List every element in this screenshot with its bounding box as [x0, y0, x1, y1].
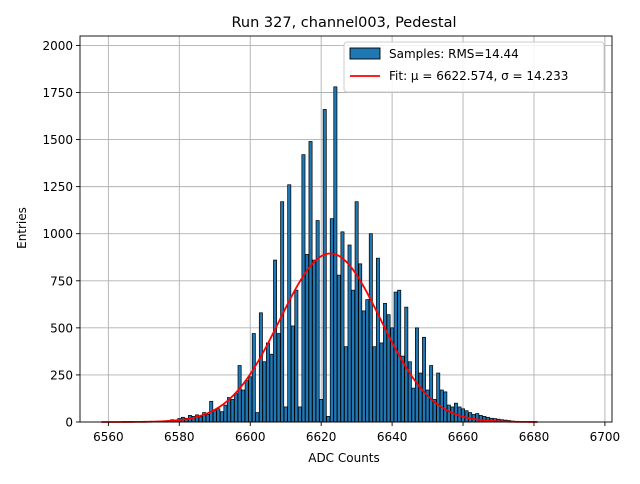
y-tick-label: 1250 [42, 180, 73, 194]
histogram-bar [422, 336, 426, 423]
histogram-bar [329, 218, 334, 423]
histogram-bar [297, 406, 302, 423]
histogram-bar [365, 299, 370, 423]
histogram-bar [294, 289, 299, 423]
histogram-bar [429, 365, 434, 423]
y-tick-label: 2000 [42, 39, 73, 53]
y-tick-label: 1750 [42, 86, 73, 100]
histogram-bar [223, 404, 228, 423]
histogram-bar [205, 414, 210, 423]
histogram-bar [475, 413, 480, 423]
histogram-bar [347, 244, 352, 423]
histogram-bar [351, 289, 356, 423]
histogram-bar [461, 408, 465, 423]
histogram-bar [216, 408, 221, 423]
histogram-bar [283, 406, 288, 423]
histogram-bar [368, 233, 373, 423]
x-axis-label: ADC Counts [308, 451, 380, 465]
histogram-bar [248, 376, 253, 423]
histogram-bar [219, 411, 224, 423]
histogram-bar [241, 389, 246, 423]
histogram-bar [312, 259, 317, 423]
histogram-bar [255, 412, 260, 423]
histogram-bar [446, 404, 451, 423]
histogram-bar [269, 353, 274, 423]
legend-label-samples: Samples: RMS=14.44 [389, 47, 519, 61]
histogram-bar [301, 154, 306, 423]
histogram-bar [290, 325, 295, 423]
x-tick-label: 6560 [93, 430, 124, 444]
legend: Samples: RMS=14.44 Fit: μ = 6622.574, σ … [343, 41, 605, 93]
histogram-bar [322, 109, 327, 423]
x-tick-label: 6600 [235, 430, 266, 444]
histogram-bar [212, 410, 217, 423]
x-tick-label: 6620 [306, 430, 337, 444]
histogram-bar [375, 257, 380, 423]
histogram-bar [198, 416, 203, 423]
fit-curve-group [101, 252, 538, 423]
y-tick-label: 1000 [42, 227, 73, 241]
histogram-bar [372, 346, 377, 423]
y-tick-label: 1500 [42, 133, 73, 147]
histogram-bar [379, 342, 384, 423]
histogram-bar [308, 141, 313, 423]
histogram-bar [266, 342, 270, 423]
chart-title: Run 327, channel003, Pedestal [231, 15, 456, 31]
histogram-bar [258, 312, 263, 423]
x-tick-label: 6680 [519, 430, 550, 444]
histogram-bar [436, 372, 441, 423]
histogram-bar [234, 393, 238, 423]
histogram-bar [443, 391, 448, 423]
histogram-bar [400, 355, 405, 423]
legend-box [343, 41, 605, 93]
histogram-bar [386, 314, 391, 423]
histogram-bar [344, 346, 348, 423]
histogram-bar [454, 402, 458, 423]
axes-frame [79, 35, 613, 423]
histogram-bar [358, 263, 363, 423]
histogram-bar [276, 333, 281, 423]
x-tick-label: 6580 [164, 430, 195, 444]
histogram-bar [450, 406, 455, 423]
legend-label-fit: Fit: μ = 6622.574, σ = 14.233 [389, 69, 568, 83]
y-tick-label: 750 [50, 274, 73, 288]
histogram-bar [262, 361, 267, 423]
histogram-bar [418, 372, 423, 423]
histogram-bar [411, 387, 416, 423]
histogram-bar [393, 291, 398, 423]
histogram-bar [237, 365, 242, 423]
histogram-bar [251, 333, 256, 423]
y-tick-label: 250 [50, 368, 73, 382]
histogram-bar [315, 220, 320, 423]
histogram-bar [383, 303, 387, 423]
axis-ticks: 6560 6580 6600 6620 6640 6660 6680 6700 0 250 500 7… [42, 39, 620, 444]
x-tick-label: 6660 [448, 430, 479, 444]
histogram-bar [319, 399, 324, 423]
gaussian-fit-line [101, 252, 538, 423]
y-tick-label: 0 [65, 416, 73, 430]
histogram-bar [354, 201, 359, 423]
x-tick-label: 6640 [377, 430, 408, 444]
legend-swatch-samples [349, 47, 381, 60]
histogram-bar [361, 310, 366, 423]
histogram-bar [464, 410, 469, 423]
histogram-bar [230, 399, 235, 423]
histogram-bar [273, 259, 278, 423]
y-tick-label: 500 [50, 321, 73, 335]
histogram-bar [414, 327, 419, 423]
x-tick-label: 6700 [590, 430, 621, 444]
histogram-bar [244, 380, 249, 423]
y-axis-label: Entries [15, 207, 29, 249]
histogram-bar [336, 274, 341, 423]
histogram-bar [326, 416, 331, 423]
histogram-bar [305, 254, 309, 423]
